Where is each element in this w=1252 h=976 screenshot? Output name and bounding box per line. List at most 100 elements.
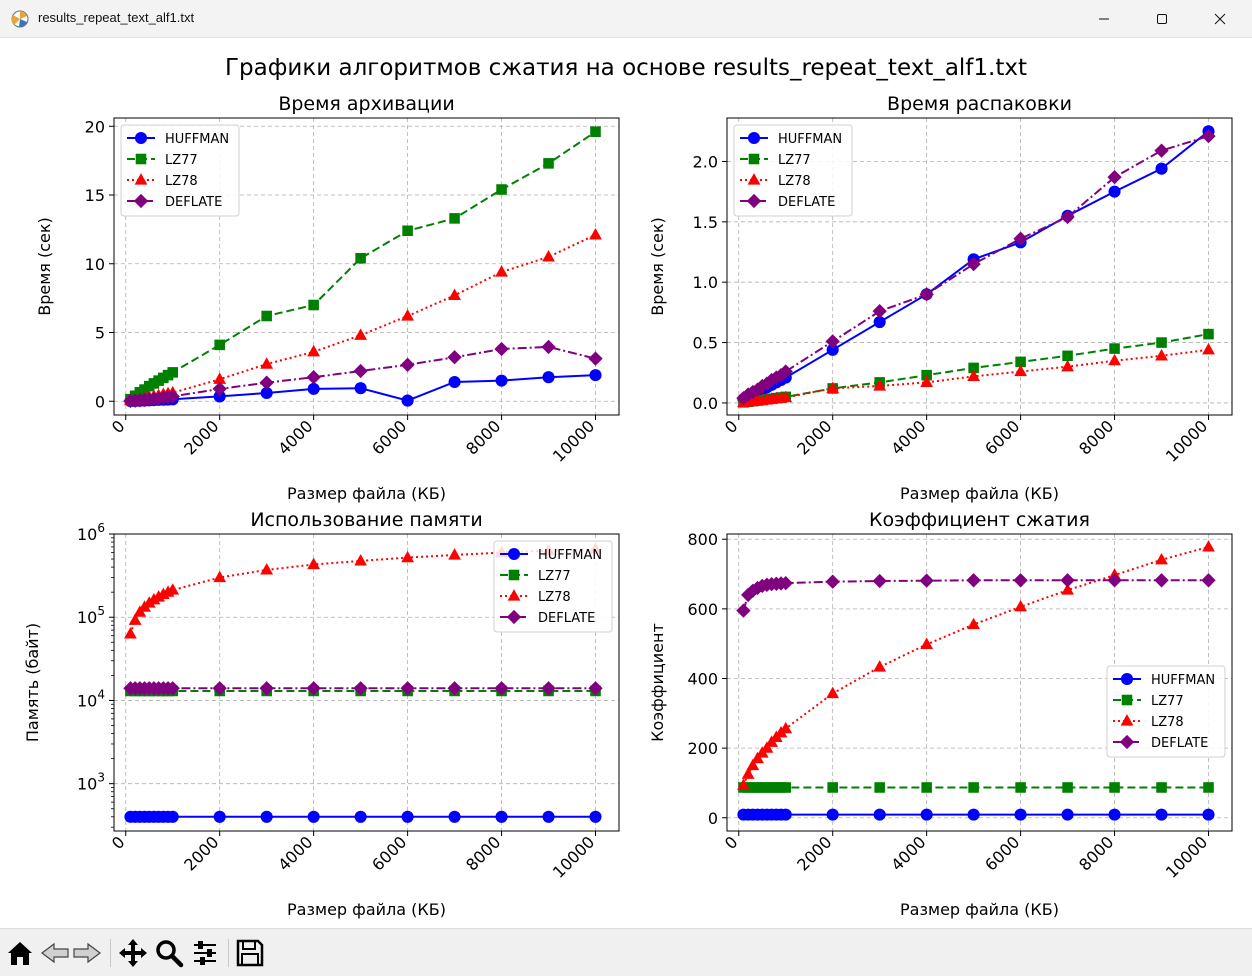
data-point — [589, 369, 602, 382]
data-point — [496, 184, 507, 195]
pan-icon — [119, 939, 147, 967]
data-point — [401, 550, 414, 563]
data-point — [746, 758, 760, 771]
data-point — [448, 288, 461, 300]
data-point — [541, 681, 556, 696]
data-point — [448, 810, 461, 823]
legend-marker — [133, 193, 149, 209]
data-point — [353, 681, 368, 696]
data-point — [307, 382, 320, 395]
y-axis-label: Коэффициент — [648, 623, 667, 742]
data-point — [1108, 185, 1121, 198]
y-tick-label: 5 — [95, 324, 105, 343]
data-point — [589, 228, 602, 240]
series-deflate — [123, 339, 603, 409]
legend: HUFFMAN LZ77 LZ78 DEFLATE — [1106, 665, 1226, 758]
series-deflate — [736, 128, 1216, 406]
data-point — [213, 390, 226, 403]
data-point — [542, 810, 555, 823]
data-point — [494, 341, 509, 357]
data-point — [261, 310, 272, 322]
y-tick-label: 2.0 — [693, 152, 718, 171]
data-point — [260, 810, 273, 823]
x-tick-label: 2000 — [180, 832, 222, 874]
legend-marker — [508, 569, 520, 581]
configure-subplots-button[interactable] — [188, 936, 222, 970]
legend-marker — [134, 131, 148, 145]
y-axis-label: Время (сек) — [648, 217, 667, 316]
data-point — [873, 315, 886, 329]
save-button[interactable] — [233, 936, 267, 970]
chart-title: Использование памяти — [250, 509, 482, 531]
legend-marker — [748, 153, 760, 165]
x-tick-label: 4000 — [887, 416, 929, 458]
data-point — [1013, 231, 1028, 246]
x-axis-label: Размер файла (КБ) — [287, 900, 446, 919]
legend-label: HUFFMAN — [1151, 673, 1215, 688]
app-icon — [11, 10, 29, 28]
data-point — [1108, 808, 1121, 821]
forward-button[interactable] — [70, 936, 104, 970]
y-axis-label: Память (байт) — [23, 623, 42, 742]
data-point — [400, 357, 415, 372]
legend-label: LZ78 — [1151, 715, 1184, 730]
data-point — [308, 299, 319, 311]
data-point — [1107, 170, 1122, 185]
x-tick-label: 8000 — [1075, 832, 1117, 874]
legend: HUFFMAN LZ77 LZ78 DEFLATE — [120, 124, 240, 217]
data-point — [826, 808, 839, 821]
data-point — [1156, 782, 1167, 793]
data-point — [1202, 808, 1215, 821]
y-axis-label: Время (сек) — [35, 217, 54, 316]
x-tick-label: 10000 — [1162, 832, 1211, 881]
data-point — [966, 573, 981, 588]
data-point — [826, 686, 840, 699]
data-point — [259, 681, 274, 696]
data-point — [307, 557, 321, 570]
data-point — [401, 309, 414, 321]
data-point — [920, 375, 934, 388]
data-point — [1061, 583, 1074, 595]
maximize-button[interactable] — [1133, 0, 1191, 38]
data-point — [1061, 359, 1074, 372]
data-point — [826, 381, 840, 394]
back-button[interactable] — [38, 936, 72, 970]
close-button[interactable] — [1191, 0, 1249, 38]
close-icon — [1214, 13, 1226, 25]
zoom-button[interactable] — [152, 936, 186, 970]
pan-button[interactable] — [116, 936, 150, 970]
data-point — [826, 343, 839, 356]
legend-label: LZ77 — [165, 153, 198, 168]
data-point — [966, 256, 981, 272]
data-point — [1015, 782, 1026, 793]
y-tick-label: 0 — [708, 809, 718, 828]
window-titlebar: results_repeat_text_alf1.txt — [0, 0, 1252, 38]
legend-label: LZ78 — [538, 590, 571, 605]
x-tick-label: 10000 — [549, 832, 598, 881]
x-tick-label: 6000 — [368, 416, 410, 458]
legend-box — [733, 124, 853, 217]
data-point — [1014, 599, 1027, 612]
data-point — [212, 381, 227, 397]
data-point — [1109, 343, 1120, 354]
y-tick-label: 1.5 — [693, 213, 718, 232]
y-tick-label: 0 — [95, 392, 105, 411]
data-point — [827, 782, 838, 793]
legend-label: LZ78 — [778, 174, 811, 189]
data-point — [967, 369, 981, 381]
data-point — [1014, 364, 1027, 377]
minimize-button[interactable] — [1075, 0, 1133, 38]
series-deflate — [736, 573, 1216, 618]
data-point — [873, 379, 887, 391]
data-point — [447, 350, 462, 365]
data-point — [353, 363, 368, 379]
home-button[interactable] — [3, 936, 37, 970]
y-tick-label: 800 — [687, 530, 718, 549]
data-point — [1060, 573, 1075, 588]
data-point — [741, 767, 755, 779]
data-point — [213, 570, 227, 583]
legend: HUFFMAN LZ77 LZ78 DEFLATE — [493, 540, 613, 633]
legend-label: HUFFMAN — [538, 548, 602, 563]
toolbar-separator — [110, 939, 111, 967]
legend-label: LZ77 — [538, 569, 571, 584]
